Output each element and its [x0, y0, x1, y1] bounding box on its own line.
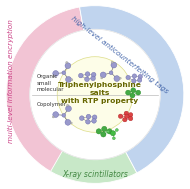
- Circle shape: [52, 116, 54, 118]
- Circle shape: [92, 119, 96, 123]
- Circle shape: [107, 129, 112, 134]
- Text: Copolymer: Copolymer: [36, 102, 66, 107]
- Circle shape: [70, 122, 72, 124]
- Circle shape: [91, 76, 95, 81]
- Circle shape: [111, 61, 113, 63]
- Circle shape: [131, 88, 136, 93]
- Circle shape: [53, 75, 55, 77]
- Circle shape: [65, 119, 71, 125]
- Circle shape: [101, 77, 103, 79]
- Circle shape: [132, 74, 137, 78]
- Circle shape: [79, 116, 84, 120]
- Circle shape: [128, 113, 133, 117]
- Circle shape: [136, 90, 141, 95]
- Circle shape: [53, 70, 59, 76]
- Circle shape: [62, 113, 66, 117]
- Circle shape: [128, 116, 133, 121]
- Circle shape: [123, 118, 127, 122]
- Circle shape: [125, 114, 129, 118]
- Circle shape: [111, 62, 117, 68]
- Circle shape: [138, 74, 142, 79]
- Circle shape: [86, 119, 90, 124]
- Circle shape: [132, 79, 136, 83]
- Circle shape: [85, 77, 89, 82]
- Circle shape: [78, 73, 83, 78]
- Circle shape: [71, 79, 73, 81]
- Circle shape: [53, 112, 59, 118]
- Circle shape: [65, 63, 71, 69]
- Circle shape: [119, 77, 121, 79]
- Circle shape: [66, 61, 68, 64]
- Circle shape: [126, 90, 131, 95]
- Text: multi-level information encryption: multi-level information encryption: [8, 19, 14, 143]
- Circle shape: [130, 93, 135, 98]
- Circle shape: [102, 126, 107, 132]
- Circle shape: [96, 129, 101, 134]
- Circle shape: [101, 132, 106, 137]
- Circle shape: [66, 77, 71, 82]
- Circle shape: [124, 111, 128, 115]
- Text: high-level anticounterfeiting tags: high-level anticounterfeiting tags: [70, 15, 169, 94]
- Circle shape: [30, 29, 160, 160]
- Circle shape: [67, 104, 69, 106]
- Circle shape: [110, 131, 116, 136]
- Circle shape: [86, 114, 91, 119]
- Text: Triphenylphosphine
salts
with RTP property: Triphenylphosphine salts with RTP proper…: [58, 82, 142, 104]
- Circle shape: [109, 71, 113, 75]
- Wedge shape: [80, 6, 184, 173]
- Circle shape: [107, 130, 110, 133]
- Wedge shape: [51, 151, 137, 183]
- Text: Organic
small
molecular: Organic small molecular: [36, 74, 64, 92]
- Circle shape: [92, 115, 97, 119]
- Wedge shape: [6, 7, 89, 183]
- Circle shape: [66, 106, 71, 112]
- Text: X-ray scintillators: X-ray scintillators: [62, 170, 128, 179]
- Circle shape: [100, 72, 106, 78]
- Circle shape: [112, 137, 115, 140]
- Circle shape: [116, 129, 118, 131]
- Circle shape: [126, 75, 130, 80]
- Circle shape: [138, 78, 142, 82]
- Circle shape: [57, 57, 133, 132]
- Circle shape: [85, 72, 90, 76]
- Circle shape: [62, 71, 66, 75]
- Circle shape: [114, 76, 120, 81]
- Circle shape: [118, 114, 123, 118]
- Circle shape: [91, 72, 96, 77]
